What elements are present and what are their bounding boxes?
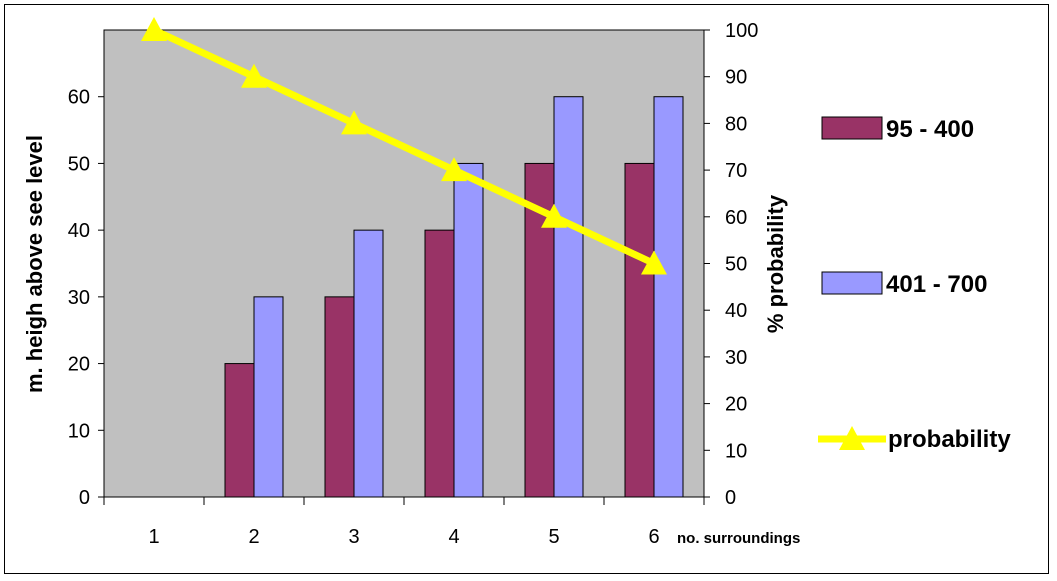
bar-95-400 (624, 162, 655, 498)
x-tick-label: 1 (148, 526, 159, 548)
y2-axis-title: % probability (763, 194, 788, 333)
legend-label-probability: probability (888, 426, 1011, 453)
legend-label-95-400: 95 - 400 (886, 116, 974, 143)
y2-tick-label: 80 (725, 113, 747, 135)
y-tick-label: 40 (68, 220, 90, 242)
legend: 95 - 400 401 - 700 probability (818, 116, 1011, 453)
x-tick-label: 6 (648, 526, 659, 548)
y-tick-label: 50 (68, 153, 90, 175)
probability-point-marker (441, 157, 467, 182)
probability-point-marker (141, 17, 167, 41)
bar-401-700 (553, 96, 584, 498)
bar-95-400 (424, 229, 455, 498)
bar-401-700 (353, 229, 384, 498)
y-axis-title: m. heigh above see level (22, 135, 47, 393)
bar-95-400 (324, 296, 355, 498)
bar-401-700 (653, 96, 684, 498)
y2-tick-label: 70 (725, 160, 747, 182)
y2-tick-label: 100 (725, 20, 758, 42)
legend-swatch-401-700 (821, 271, 883, 295)
x-tick-label: 4 (448, 526, 459, 548)
y2-tick-label: 50 (725, 254, 747, 276)
y-tick-label: 60 (68, 87, 90, 109)
probability-point-marker (641, 250, 667, 275)
probability-point-marker (341, 110, 367, 135)
y2-tick-label: 10 (725, 440, 747, 462)
x-tick-label: 2 (248, 526, 259, 548)
bars-group (224, 96, 684, 498)
axes-group: 0 10 20 30 40 50 60 0 10 20 30 40 50 60 70 80 90 100 1 2 3 4 5… (68, 20, 759, 548)
probability-point-marker (541, 203, 567, 228)
y2-tick-label: 0 (725, 487, 736, 509)
y2-tick-label: 90 (725, 67, 747, 89)
probability-line (152, 26, 656, 267)
y-tick-label: 10 (68, 420, 90, 442)
y2-tick-label: 20 (725, 394, 747, 416)
y2-tick-label: 60 (725, 207, 747, 229)
bar-401-700 (453, 162, 484, 498)
y-tick-label: 20 (68, 354, 90, 376)
legend-swatch-95-400 (821, 116, 883, 140)
bar-401-700 (253, 296, 284, 498)
plot-area (103, 29, 705, 498)
probability-point-marker (241, 63, 267, 88)
legend-label-401-700: 401 - 700 (886, 271, 987, 298)
y2-tick-label: 40 (725, 300, 747, 322)
bar-95-400 (224, 363, 255, 498)
x-tick-label: 3 (348, 526, 359, 548)
probability-line-group (141, 17, 667, 275)
x-axis-title: no. surroundings (677, 530, 800, 547)
legend-marker-probability (839, 426, 865, 450)
y-tick-label: 0 (79, 487, 90, 509)
y-tick-label: 30 (68, 287, 90, 309)
x-tick-label: 5 (548, 526, 559, 548)
y2-tick-label: 30 (725, 347, 747, 369)
